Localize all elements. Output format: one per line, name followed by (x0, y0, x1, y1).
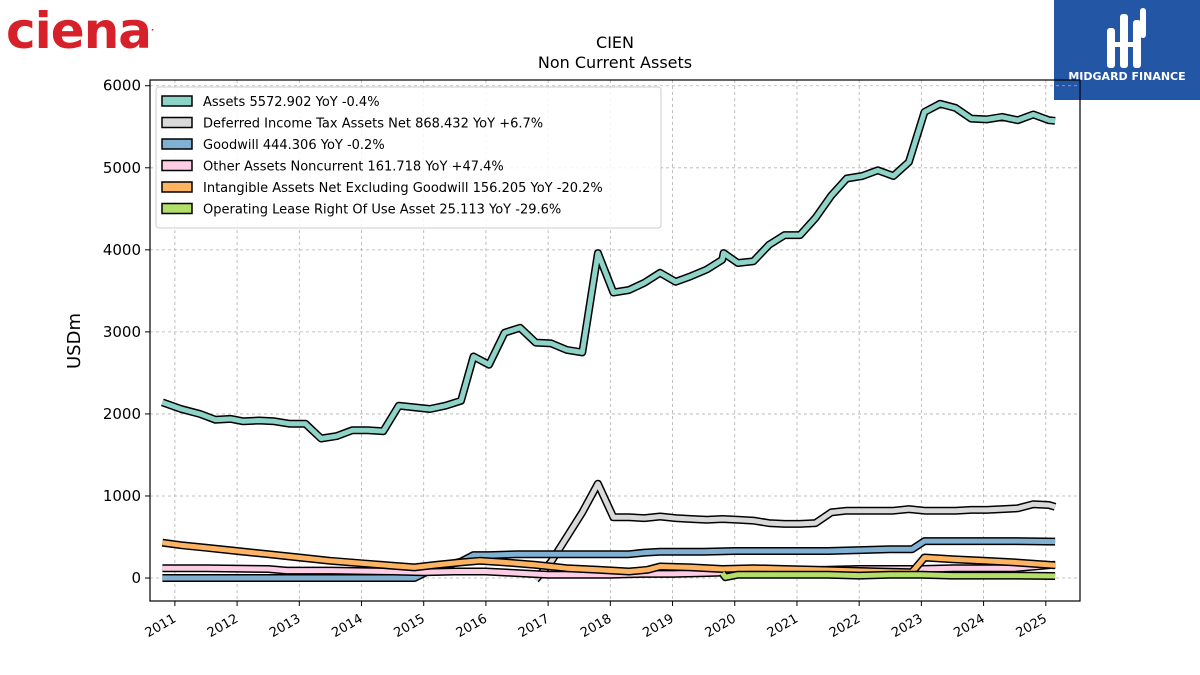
chart-subtitle: Non Current Assets (538, 53, 692, 72)
legend-swatch (161, 138, 193, 150)
x-tick-label: 2023 (889, 611, 925, 641)
legend-box (155, 86, 662, 229)
y-tick-label: 0 (131, 569, 141, 587)
x-tick-label: 2013 (267, 611, 303, 641)
series-line (161, 101, 1056, 441)
legend: Assets 5572.902 YoY -0.4% Deferred Income… (155, 86, 662, 229)
midgard-logo-icon (1107, 8, 1146, 68)
y-tick-label: 6000 (103, 77, 141, 95)
x-tick-label: 2014 (329, 611, 365, 641)
x-tick-label: 2016 (454, 611, 490, 641)
series-line (720, 571, 1056, 580)
x-tick-label: 2022 (827, 611, 863, 641)
midgard-finance-logo: MIDGARD FINANCE (1054, 0, 1200, 100)
legend-entry: Other Assets Noncurrent 161.718 YoY +47.… (203, 160, 504, 175)
series-layer (161, 99, 1057, 583)
midgard-logo-text: MIDGARD FINANCE (1068, 70, 1186, 83)
ciena-logo-mark: . (151, 23, 154, 33)
x-tick-label: 2024 (951, 611, 987, 641)
y-tick-label: 1000 (103, 487, 141, 505)
y-tick-label: 3000 (103, 323, 141, 341)
legend-swatch (161, 181, 193, 193)
x-tick-label: 2025 (1014, 611, 1050, 641)
legend-entry: Assets 5572.902 YoY -0.4% (203, 95, 380, 110)
y-tick-label: 5000 (103, 159, 141, 177)
x-tick-label: 2011 (143, 611, 179, 641)
plot-frame (149, 79, 1081, 602)
y-tick-label: 4000 (103, 241, 141, 259)
series-line (162, 538, 1056, 581)
legend-entry: Intangible Assets Net Excluding Goodwill… (203, 181, 603, 196)
x-tick-label: 2018 (578, 611, 614, 641)
legend-entry: Goodwill 444.306 YoY -0.2% (203, 138, 385, 153)
chart-title: CIEN (596, 33, 634, 52)
y-tick-label: 2000 (103, 405, 141, 423)
y-axis-label: USDm (64, 313, 85, 369)
series-line (533, 481, 1056, 582)
legend-swatch (161, 95, 193, 107)
x-tick-label: 2021 (765, 611, 801, 641)
legend-swatch (161, 202, 193, 215)
x-tick-label: 2020 (703, 611, 739, 641)
legend-swatch (161, 159, 193, 172)
legend-entry: Deferred Income Tax Assets Net 868.432 Y… (203, 117, 543, 132)
ciena-logo: ciena. (6, 2, 154, 60)
legend-swatch (161, 116, 193, 129)
ciena-logo-text: ciena (6, 2, 152, 60)
x-tick-label: 2017 (516, 611, 552, 641)
x-tick-label: 2019 (640, 611, 676, 641)
legend-entry: Operating Lease Right Of Use Asset 25.11… (203, 203, 561, 218)
x-tick-label: 2015 (392, 611, 428, 641)
x-tick-label: 2012 (205, 611, 241, 641)
